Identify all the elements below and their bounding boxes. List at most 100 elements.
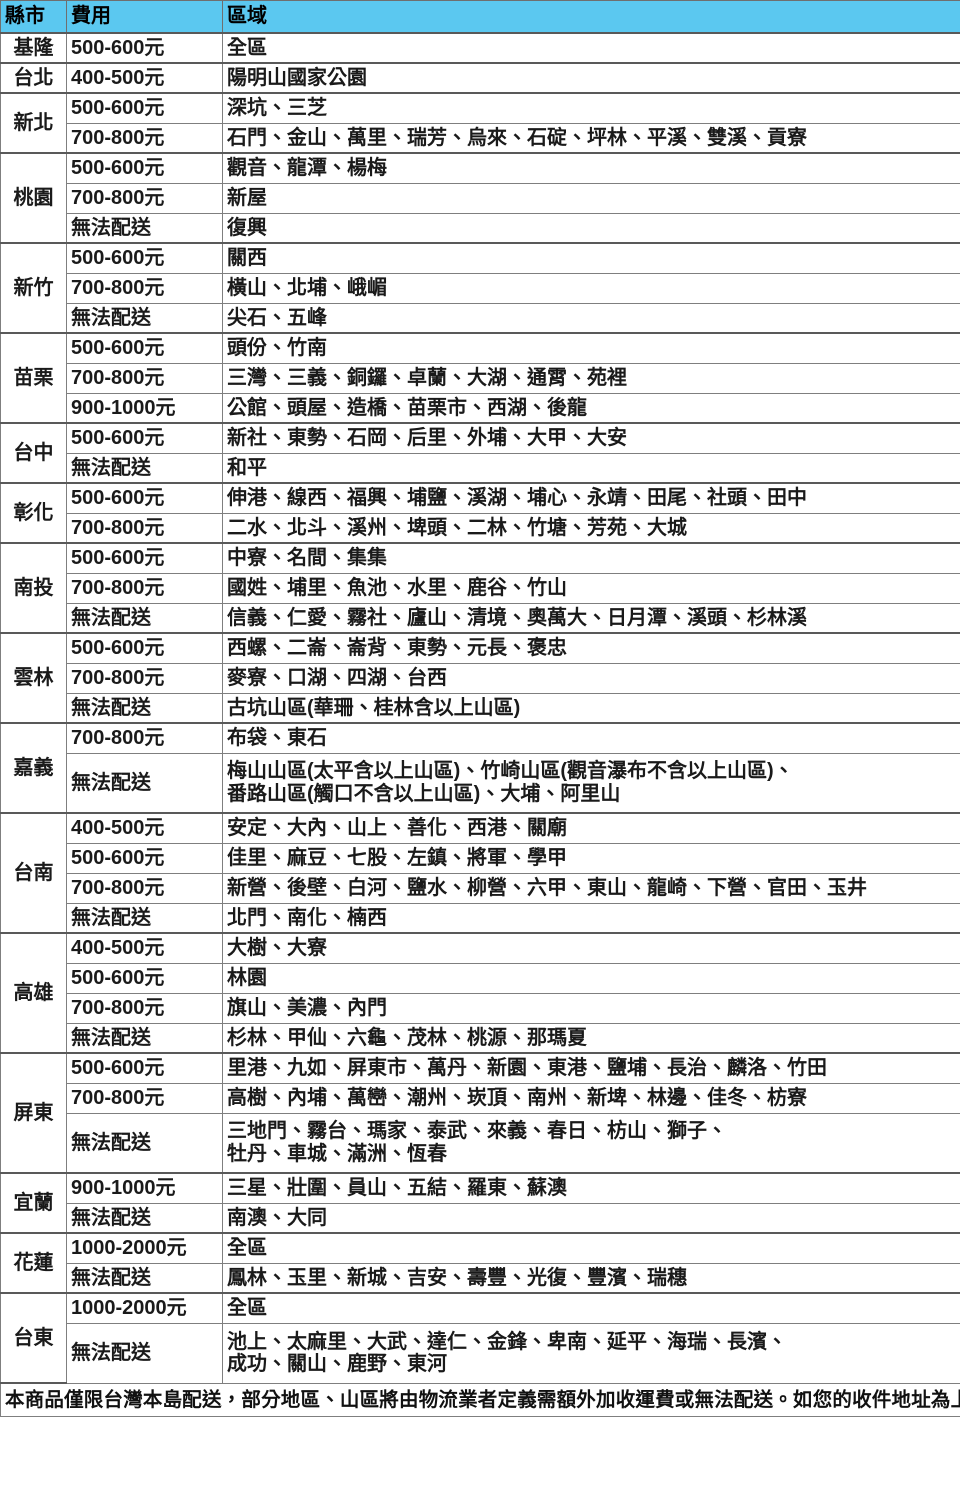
area-line: 全區: [227, 1297, 267, 1320]
fee-cell: 700-800元: [66, 182, 223, 214]
fee-cell: 無法配送: [66, 1112, 223, 1174]
area-line: 新屋: [227, 186, 267, 209]
area-cell: 杉林、甲仙、六龜、茂林、桃源、那瑪夏: [222, 1022, 960, 1054]
fee-cell: 700-800元: [66, 362, 223, 394]
fee-cell: 500-600元: [66, 1052, 223, 1084]
table-row: 700-800元 新營、後壁、白河、鹽水、柳營、六甲、東山、龍崎、下營、官田、玉井: [1, 872, 960, 904]
table-footer: 本商品僅限台灣本島配送，部分地區、山區將由物流業者定義需額外加收運費或無法配送。…: [0, 1382, 960, 1417]
county-cell: 花蓮: [0, 1232, 67, 1294]
table-row: 無法配送 三地門、霧台、瑪家、泰武、來義、春日、枋山、獅子、 牡丹、車城、滿洲、恆春: [1, 1112, 960, 1174]
fee-cell: 700-800元: [66, 1082, 223, 1114]
table-row: 桃園 500-600元 觀音、龍潭、楊梅: [0, 152, 960, 244]
area-cell: 梅山山區(太平含以上山區)、竹崎山區(觀音瀑布不含以上山區)、 番路山區(觸口不含…: [222, 752, 960, 814]
area-line: 公館、頭屋、造橋、苗栗市、西湖、後龍: [227, 396, 587, 419]
area-line: 頭份、竹南: [227, 337, 327, 360]
area-line: 西螺、二崙、崙背、東勢、元長、褒忠: [227, 637, 567, 660]
table-header-row: 縣市 費用 區域: [0, 0, 960, 34]
area-line: 成功、關山、鹿野、東河: [227, 1353, 447, 1375]
area-cell: 全區: [222, 32, 960, 64]
area-line: 關西: [227, 247, 267, 270]
table-row: 700-800元 石門、金山、萬里、瑞芳、烏來、石碇、坪林、平溪、雙溪、貢寮: [1, 122, 960, 154]
fee-cell: 無法配送: [66, 452, 223, 484]
county-cell: 南投: [0, 542, 67, 634]
fee-cell: 500-600元: [66, 92, 223, 124]
table-row: 嘉義 700-800元 布袋、東石: [0, 722, 960, 814]
area-line: 池上、太麻里、大武、達仁、金鋒、卑南、延平、海瑞、長濱、: [227, 1330, 787, 1353]
table-row: 苗栗 500-600元 頭份、竹南: [0, 332, 960, 424]
county-cell: 雲林: [0, 632, 67, 724]
area-cell: 西螺、二崙、崙背、東勢、元長、褒忠: [222, 632, 960, 664]
table-row: 雲林 500-600元 西螺、二崙、崙背、東勢、元長、褒忠: [0, 632, 960, 724]
fee-cell: 1000-2000元: [66, 1292, 223, 1324]
table-row: 無法配送 南澳、大同: [1, 1202, 960, 1234]
area-cell: 信義、仁愛、霧社、廬山、清境、奧萬大、日月潭、溪頭、杉林溪: [222, 602, 960, 634]
area-line: 尖石、五峰: [227, 306, 327, 329]
fee-cell: 500-600元: [66, 962, 223, 994]
area-line: 高樹、內埔、萬巒、潮州、崁頂、南州、新埤、林邊、佳冬、枋寮: [227, 1086, 807, 1109]
area-line: 新營、後壁、白河、鹽水、柳營、六甲、東山、龍崎、下營、官田、玉井: [227, 876, 867, 899]
area-cell: 古坑山區(華珊、桂林含以上山區): [222, 692, 960, 724]
table-row: 900-1000元 公館、頭屋、造橋、苗栗市、西湖、後龍: [1, 392, 960, 424]
area-cell: 安定、大內、山上、善化、西港、關廟: [222, 812, 960, 844]
area-cell: 麥寮、口湖、四湖、台西: [222, 662, 960, 694]
area-cell: 伸港、線西、福興、埔鹽、溪湖、埔心、永靖、田尾、社頭、田中: [222, 482, 960, 514]
table-row: 台北 400-500元 陽明山國家公園: [0, 62, 960, 94]
area-cell: 復興: [222, 212, 960, 244]
area-line: 布袋、東石: [227, 727, 327, 750]
table-header: 縣市 費用 區域: [0, 0, 960, 34]
fee-cell: 700-800元: [66, 872, 223, 904]
area-line: 陽明山國家公園: [227, 66, 367, 89]
area-cell: 三灣、三義、銅鑼、卓蘭、大湖、通霄、苑裡: [222, 362, 960, 394]
area-cell: 石門、金山、萬里、瑞芳、烏來、石碇、坪林、平溪、雙溪、貢寮: [222, 122, 960, 154]
area-line: 全區: [227, 1237, 267, 1260]
area-line: 大樹、大寮: [227, 937, 327, 960]
table-row: 台南 400-500元 安定、大內、山上、善化、西港、關廟: [0, 812, 960, 934]
area-line: 石門、金山、萬里、瑞芳、烏來、石碇、坪林、平溪、雙溪、貢寮: [227, 126, 807, 149]
table-row: 無法配送 古坑山區(華珊、桂林含以上山區): [1, 692, 960, 724]
area-cell: 全區: [222, 1292, 960, 1324]
fee-cell: 無法配送: [66, 1202, 223, 1234]
area-line: 里港、九如、屏東市、萬丹、新園、東港、鹽埔、長治、麟洛、竹田: [227, 1057, 827, 1080]
fee-cell: 無法配送: [66, 1022, 223, 1054]
area-line: 深坑、三芝: [227, 97, 327, 120]
fee-cell: 無法配送: [66, 752, 223, 814]
area-cell: 關西: [222, 242, 960, 274]
county-cell: 新竹: [0, 242, 67, 334]
area-cell: 北門、南化、楠西: [222, 902, 960, 934]
area-line: 安定、大內、山上、善化、西港、關廟: [227, 817, 567, 840]
table-row: 花蓮 1000-2000元 全區: [0, 1232, 960, 1294]
fee-cell: 無法配送: [66, 902, 223, 934]
county-cell: 高雄: [0, 932, 67, 1054]
table-row: 500-600元 林園: [1, 962, 960, 994]
fee-cell: 700-800元: [66, 512, 223, 544]
county-cell: 宜蘭: [0, 1172, 67, 1234]
table-row: 無法配送 鳳林、玉里、新城、吉安、壽豐、光復、豐濱、瑞穗: [1, 1262, 960, 1294]
area-line: 梅山山區(太平含以上山區)、竹崎山區(觀音瀑布不含以上山區)、: [227, 760, 794, 783]
fee-cell: 700-800元: [66, 272, 223, 304]
area-line: 三灣、三義、銅鑼、卓蘭、大湖、通霄、苑裡: [227, 366, 627, 389]
area-cell: 新營、後壁、白河、鹽水、柳營、六甲、東山、龍崎、下營、官田、玉井: [222, 872, 960, 904]
area-cell: 觀音、龍潭、楊梅: [222, 152, 960, 184]
column-header-area: 區域: [222, 0, 960, 34]
county-cell: 台南: [0, 812, 67, 934]
area-cell: 三地門、霧台、瑪家、泰武、來義、春日、枋山、獅子、 牡丹、車城、滿洲、恆春: [222, 1112, 960, 1174]
area-line: 杉林、甲仙、六龜、茂林、桃源、那瑪夏: [227, 1026, 587, 1049]
fee-cell: 500-600元: [66, 542, 223, 574]
fee-cell: 無法配送: [66, 1322, 223, 1384]
area-cell: 林園: [222, 962, 960, 994]
area-line: 橫山、北埔、峨嵋: [227, 276, 387, 299]
fee-cell: 700-800元: [66, 122, 223, 154]
fee-cell: 700-800元: [66, 992, 223, 1024]
table-row: 700-800元 國姓、埔里、魚池、水里、鹿谷、竹山: [1, 572, 960, 604]
table-row: 無法配送 梅山山區(太平含以上山區)、竹崎山區(觀音瀑布不含以上山區)、 番路山區(…: [1, 752, 960, 814]
area-line: 旗山、美濃、內門: [227, 996, 387, 1019]
county-cell: 台中: [0, 422, 67, 484]
county-cell: 桃園: [0, 152, 67, 244]
fee-cell: 400-500元: [66, 932, 223, 964]
area-line: 牡丹、車城、滿洲、恆春: [227, 1142, 447, 1165]
table-row: 基隆 500-600元 全區: [0, 32, 960, 64]
fee-cell: 無法配送: [66, 1262, 223, 1294]
area-line: 古坑山區(華珊、桂林含以上山區): [227, 696, 521, 719]
area-line: 鳳林、玉里、新城、吉安、壽豐、光復、豐濱、瑞穗: [227, 1266, 687, 1289]
column-header-county: 縣市: [0, 0, 67, 34]
